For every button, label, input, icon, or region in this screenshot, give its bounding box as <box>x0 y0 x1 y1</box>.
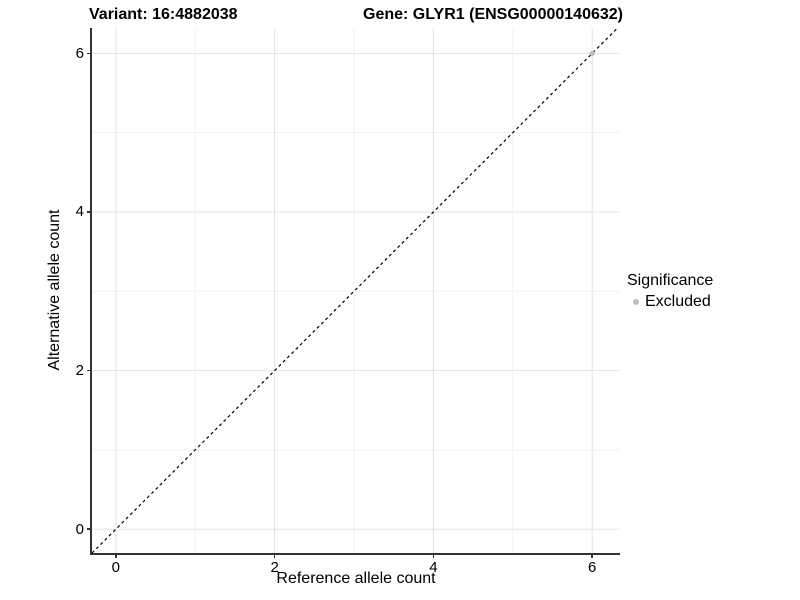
x-tick-label: 4 <box>429 559 438 576</box>
plot-area <box>92 28 620 553</box>
legend-item-label: Excluded <box>645 293 711 310</box>
y-tick-label: 0 <box>75 520 84 538</box>
identity-line <box>92 28 619 553</box>
y-tick-label: 2 <box>75 362 84 380</box>
x-tick-label: 2 <box>270 559 279 576</box>
x-tick-mark <box>115 553 117 558</box>
y-tick-mark <box>87 52 92 55</box>
y-tick-mark <box>87 211 92 213</box>
y-axis-title: Alternative allele count <box>46 209 63 371</box>
variant-title: Variant: 16:4882038 <box>89 6 238 23</box>
legend: Significance Excluded <box>627 272 713 311</box>
x-tick-label: 0 <box>111 559 120 576</box>
x-axis-title: Reference allele count <box>276 570 436 587</box>
gene-title: Gene: GLYR1 (ENSG00000140632) <box>363 6 623 23</box>
x-tick-mark <box>273 553 276 558</box>
data-point <box>589 50 595 56</box>
x-tick-label: 6 <box>588 559 597 576</box>
y-tick-label: 4 <box>75 203 84 221</box>
y-tick-label: 6 <box>75 44 84 62</box>
axis-lines <box>90 28 620 555</box>
y-tick-mark <box>87 528 92 530</box>
x-tick-mark <box>432 553 435 558</box>
x-tick-mark <box>591 553 593 558</box>
excluded-point-icon <box>633 299 639 305</box>
y-tick-mark <box>87 369 92 372</box>
legend-title: Significance <box>627 272 714 289</box>
legend-item-excluded: Excluded <box>627 293 713 311</box>
